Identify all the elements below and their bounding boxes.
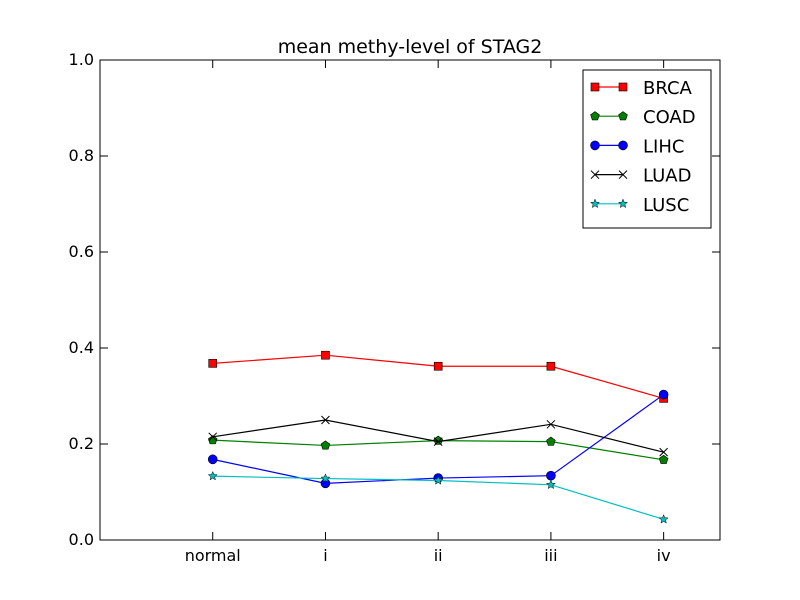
data-point [208, 359, 218, 368]
x-marker-stroke [433, 437, 443, 446]
x-marker-stroke [208, 432, 218, 442]
data-point [546, 419, 556, 429]
data-point [546, 470, 556, 481]
legend-label: BRCA [643, 78, 693, 99]
data-point [618, 82, 628, 92]
x-tick-label: normal [185, 546, 241, 565]
legend-item: COAD [590, 107, 696, 128]
series-lusc [207, 470, 669, 524]
y-tick-label: 0.6 [69, 242, 94, 261]
data-point [433, 475, 444, 485]
data-point [658, 389, 669, 400]
y-tick-label: 0.8 [69, 146, 94, 165]
y-tick-label: 1.0 [69, 50, 94, 69]
x-marker-stroke [659, 447, 668, 457]
legend-label: LUSC [643, 195, 689, 216]
legend-item: LUSC [589, 195, 689, 216]
legend-item: LUAD [590, 166, 691, 187]
data-point [618, 170, 628, 179]
data-point [590, 82, 600, 92]
legend-label: LUAD [643, 166, 691, 187]
x-marker-stroke [618, 170, 628, 179]
data-point [545, 479, 556, 490]
data-point [590, 111, 600, 121]
x-tick-label: iv [657, 546, 671, 565]
data-point [617, 198, 629, 209]
data-point [207, 454, 218, 465]
data-point [207, 435, 218, 445]
series-lines [207, 350, 669, 524]
data-point [321, 415, 330, 425]
x-marker-stroke [321, 415, 330, 425]
legend-item: LIHC [590, 136, 684, 157]
series-luad [208, 415, 668, 457]
data-point [433, 435, 443, 445]
y-tick-label: 0.2 [69, 434, 94, 453]
x-tick-label: iii [544, 546, 557, 565]
data-point [207, 470, 218, 481]
data-point [320, 473, 331, 483]
series-brca [208, 350, 668, 403]
data-point [433, 437, 443, 446]
legend-label: COAD [643, 107, 696, 128]
data-point [208, 432, 218, 442]
data-point [546, 361, 556, 371]
data-point [658, 514, 669, 524]
data-point [321, 350, 330, 360]
data-point [658, 454, 669, 464]
data-point [589, 198, 601, 209]
legend: BRCA COAD LIHC LUAD LUSC [582, 69, 712, 229]
data-point [618, 140, 628, 151]
data-point [433, 361, 443, 371]
legend-label: LIHC [643, 136, 684, 157]
x-tick-label: i [323, 546, 327, 565]
y-tick-label: 0.0 [69, 530, 94, 549]
x-marker-stroke [590, 170, 600, 179]
data-point [546, 436, 556, 446]
data-point [618, 111, 628, 121]
chart-title: mean methy-level of STAG2 [278, 36, 543, 58]
data-point [320, 440, 331, 450]
y-tick-label: 0.4 [69, 338, 94, 357]
data-point [590, 140, 600, 151]
x-tick-label: ii [434, 546, 443, 565]
legend-box [582, 69, 712, 229]
series-coad [207, 435, 669, 464]
data-point [659, 447, 668, 457]
x-marker-stroke [546, 419, 556, 429]
legend-item: BRCA [590, 78, 693, 99]
data-point [590, 170, 600, 179]
